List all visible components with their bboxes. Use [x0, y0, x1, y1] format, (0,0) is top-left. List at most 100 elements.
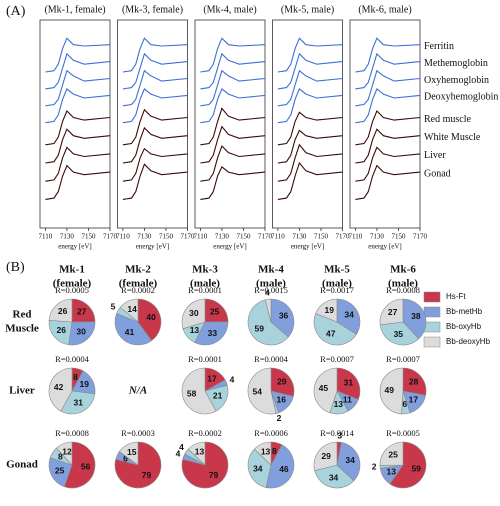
pie-slice — [313, 367, 338, 414]
slice-label: 4 — [265, 287, 270, 297]
series-label: Oxyhemoglobin — [424, 75, 489, 86]
slice-label: 6 — [123, 453, 128, 463]
pie-slice — [68, 321, 96, 346]
spectrum-line — [277, 143, 343, 182]
slice-label: 59 — [255, 324, 265, 334]
slice-label: 33 — [208, 328, 218, 338]
spectrum-line — [355, 69, 421, 107]
spectrum-line — [122, 37, 188, 73]
pie-slice — [137, 298, 162, 342]
pie-slice — [264, 298, 272, 323]
x-tick-label: 7150 — [159, 233, 174, 241]
slice-label: 13 — [190, 325, 200, 335]
slice-label: 13 — [195, 447, 205, 457]
spectrum-line — [200, 88, 266, 124]
slice-label: 8 — [73, 372, 78, 382]
pie-slice — [194, 321, 229, 346]
panel-title: (Mk-4, male) — [203, 4, 256, 15]
column-header: (male) — [322, 278, 352, 290]
slice-label: 40 — [146, 312, 156, 322]
fit-r-value: R=0.0007 — [320, 354, 354, 364]
x-tick-label: 7170 — [413, 233, 428, 241]
slice-label: 28 — [409, 376, 419, 386]
slice-label: 30 — [76, 327, 86, 337]
legend-swatch — [423, 321, 441, 333]
pie-slice — [313, 441, 338, 472]
slice-label: 29 — [277, 377, 287, 387]
spectrum-line — [122, 147, 188, 182]
x-tick-label: 7130 — [292, 233, 307, 241]
x-tick-label: 7150 — [81, 233, 96, 241]
spectrum-line — [200, 52, 266, 90]
spectrum-line — [122, 88, 188, 124]
pie-slice — [379, 298, 404, 326]
pie-slice — [63, 441, 96, 489]
row-label: Muscle — [5, 323, 39, 335]
fit-r-value: R=0.0005 — [386, 428, 420, 438]
x-tick-label: 7130 — [370, 233, 385, 241]
slice-label: 17 — [207, 373, 217, 383]
fit-r-value: R=0.0008 — [55, 428, 89, 438]
panel-title: (Mk-3, female) — [122, 4, 183, 15]
pie-slice — [118, 441, 139, 466]
series-label: Deoxyhemoglobin — [424, 92, 498, 103]
fit-r-value: R=0.0001 — [188, 354, 222, 364]
pie-slice — [313, 313, 357, 346]
slice-label: 29 — [321, 451, 331, 461]
pie-slice — [379, 321, 420, 346]
legend-label: Bb-metHb — [446, 307, 483, 316]
spectrum-line — [355, 164, 421, 200]
pie-slice — [48, 457, 73, 488]
plot-frame — [349, 19, 421, 229]
spectrum-line — [200, 145, 266, 182]
spectrum-line — [45, 128, 111, 164]
slice-label: 31 — [74, 398, 84, 408]
spectrum-line — [45, 164, 111, 200]
spectrum-line — [355, 37, 421, 73]
x-tick-label: 7130 — [215, 233, 230, 241]
column-header: Mk-5 — [324, 264, 350, 276]
pie-slice — [379, 367, 404, 415]
panel-label: (B) — [6, 260, 25, 275]
column-header: Mk-3 — [192, 264, 218, 276]
slice-label: 2 — [277, 413, 282, 423]
fit-r-value: R=0.0004 — [254, 354, 289, 364]
x-tick-label: 7110 — [39, 233, 53, 241]
slice-label: 59 — [411, 463, 421, 473]
series-label: Liver — [424, 150, 446, 161]
plot-frame — [272, 19, 343, 229]
plot-frame — [39, 19, 111, 229]
fit-r-value: R=0.0007 — [386, 354, 420, 364]
row-label: Liver — [9, 385, 35, 397]
spectrum-line — [277, 52, 343, 90]
x-tick-label: 7130 — [60, 233, 75, 241]
slice-label: 3 — [337, 430, 342, 440]
row-label: Gonad — [6, 459, 38, 471]
spectrum-line — [355, 88, 421, 124]
spectrum-line — [277, 111, 343, 146]
fit-r-value: R=0.0005 — [55, 285, 89, 295]
column-header: (male) — [256, 278, 286, 290]
slice-label: 42 — [54, 382, 64, 392]
pie-slice — [270, 298, 295, 338]
spectrum-line — [200, 166, 266, 200]
pie-slice — [379, 441, 404, 466]
slice-label: 2 — [372, 462, 377, 472]
legend-label: Bb-deoxyHb — [446, 337, 491, 346]
spectrum-line — [277, 129, 343, 164]
x-tick-label: 7110 — [349, 233, 363, 241]
column-header: Mk-1 — [59, 264, 85, 276]
x-tick-label: 7170 — [181, 233, 196, 241]
panel-title: (Mk-5, male) — [281, 4, 334, 15]
pie-slice — [55, 441, 73, 466]
slice-label: 34 — [345, 455, 355, 465]
spectrum-line — [45, 88, 111, 124]
slice-label: 19 — [80, 379, 90, 389]
slice-label: 12 — [62, 446, 72, 456]
column-header: Mk-6 — [390, 264, 416, 276]
spectrum-line — [45, 146, 111, 182]
spectrum-line — [200, 125, 266, 164]
x-tick-label: 7110 — [194, 233, 208, 241]
slice-label: 13 — [387, 467, 397, 477]
fit-r-value: R=0.0001 — [188, 285, 222, 295]
